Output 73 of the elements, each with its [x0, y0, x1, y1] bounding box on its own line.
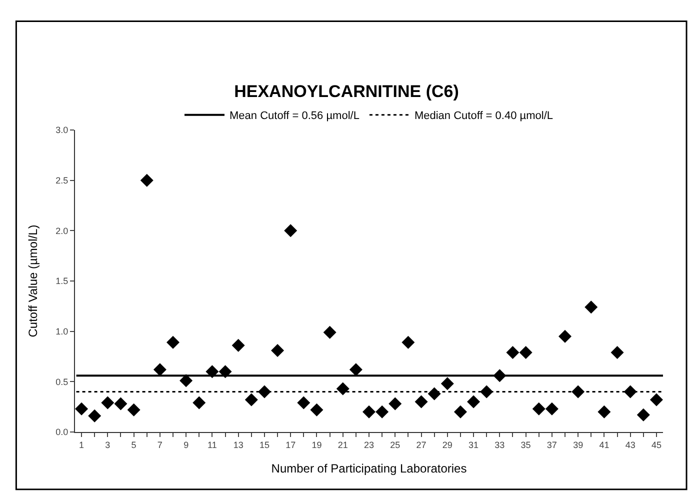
point: [271, 344, 284, 357]
point: [362, 405, 376, 418]
point: [88, 409, 102, 422]
point: [388, 397, 402, 410]
x-tick-label: 33: [494, 440, 505, 450]
x-tick-label: 23: [364, 440, 374, 450]
y-tick-label: 3.0: [56, 125, 68, 136]
x-tick-label: 15: [259, 440, 270, 450]
point: [650, 393, 663, 406]
point: [532, 402, 546, 416]
point: [166, 336, 180, 349]
y-tick-label: 2.5: [56, 175, 68, 186]
point: [297, 396, 310, 410]
point: [284, 224, 298, 238]
y-tick-label: 2.0: [56, 226, 68, 236]
point: [180, 374, 193, 388]
x-tick-label: 9: [184, 440, 189, 450]
x-tick-label: 29: [442, 440, 452, 450]
point: [402, 336, 415, 349]
y-tick-label: 1.0: [56, 326, 68, 336]
y-tick-label: 1.5: [56, 276, 68, 286]
point: [454, 405, 467, 418]
x-tick-label: 39: [573, 440, 584, 450]
y-tick-label: 0.0: [56, 427, 68, 438]
point: [558, 330, 572, 343]
point: [428, 387, 441, 400]
point: [114, 397, 128, 410]
point: [127, 403, 140, 416]
point: [336, 382, 350, 396]
x-tick-label: 1: [79, 440, 84, 450]
x-tick-label: 11: [208, 440, 217, 450]
point: [323, 326, 336, 339]
legend-label: Mean Cutoff = 0.56 µmol/L: [230, 110, 360, 122]
point: [140, 174, 154, 187]
y-tick-label: 0.5: [56, 376, 68, 387]
point: [636, 408, 650, 422]
point: [244, 393, 258, 406]
point: [192, 396, 206, 410]
x-tick-label: 25: [390, 440, 400, 450]
point: [519, 346, 532, 359]
y-axis-title: Cutoff Value (µmol/L): [26, 224, 40, 338]
point: [440, 377, 454, 390]
x-tick-label: 19: [312, 440, 322, 450]
point: [467, 395, 480, 408]
legend-label: Median Cutoff = 0.40 µmol/L: [414, 110, 553, 122]
x-tick-label: 3: [105, 440, 110, 450]
point: [376, 405, 389, 418]
x-tick-label: 7: [157, 440, 162, 450]
x-tick-label: 31: [468, 440, 479, 450]
x-tick-label: 45: [651, 440, 662, 450]
point: [584, 300, 598, 314]
point: [610, 346, 624, 359]
x-tick-label: 21: [338, 440, 348, 450]
x-tick-label: 13: [233, 440, 244, 450]
point: [506, 346, 520, 359]
x-tick-label: 5: [131, 440, 136, 450]
point: [598, 405, 611, 418]
x-tick-label: 27: [416, 440, 426, 450]
point: [153, 363, 166, 376]
point: [545, 402, 558, 416]
point: [414, 395, 428, 408]
x-tick-label: 35: [520, 440, 531, 450]
x-tick-label: 37: [546, 440, 557, 450]
point: [310, 403, 324, 416]
point: [232, 338, 245, 352]
x-tick-label: 43: [625, 440, 636, 450]
x-axis-title: Number of Participating Laboratories: [271, 462, 467, 476]
x-tick-label: 17: [286, 440, 296, 450]
point: [75, 402, 88, 416]
x-tick-label: 41: [599, 440, 610, 450]
point: [349, 363, 362, 376]
chart-title: HEXANOYLCARNITINE (C6): [234, 82, 459, 102]
point: [101, 396, 114, 410]
